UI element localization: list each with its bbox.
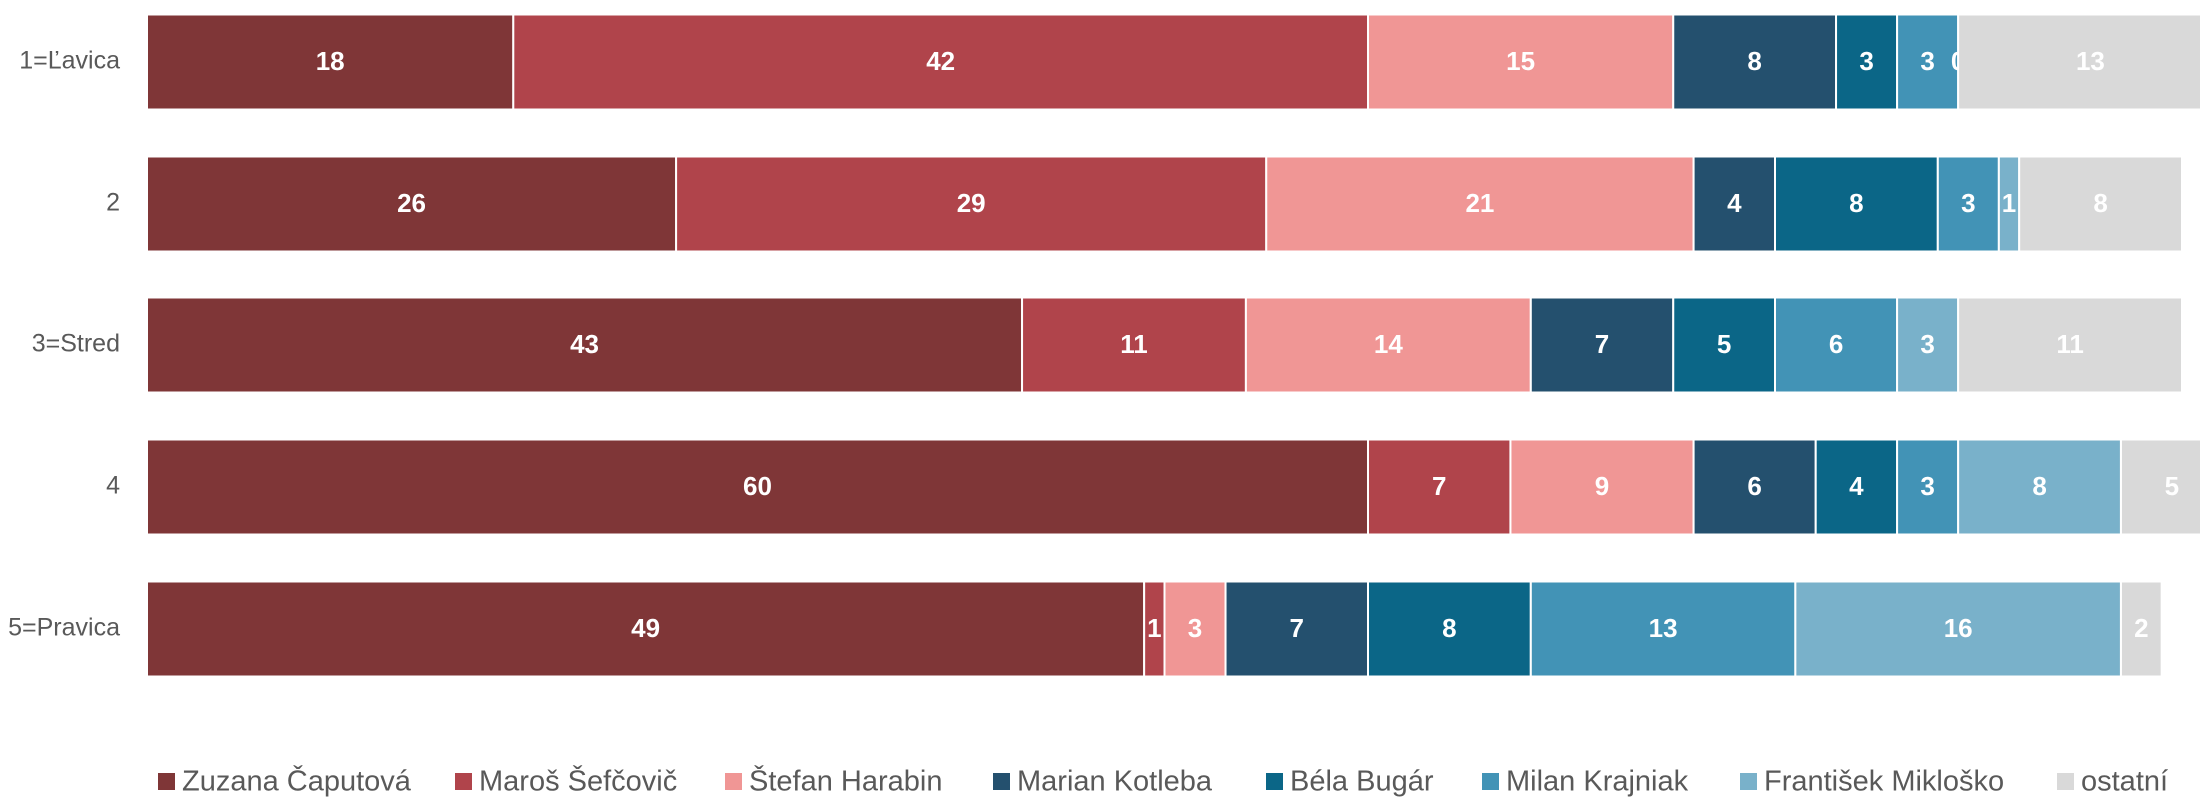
bar-segment (146, 580, 1146, 678)
bar-segment (146, 296, 1024, 394)
data-label: 5 (1717, 329, 1731, 359)
legend-swatch (1266, 773, 1283, 790)
data-label: 4 (1849, 471, 1864, 501)
data-label: 21 (1465, 188, 1494, 218)
bar-segment (1021, 296, 1247, 394)
bar-segment (1896, 13, 1960, 111)
legend-swatch (993, 773, 1010, 790)
bar-segment (1265, 155, 1695, 253)
data-label: 13 (1649, 613, 1678, 643)
bar-segment (2018, 155, 2183, 253)
data-label: 3 (1920, 329, 1934, 359)
bar-segment (1529, 580, 1797, 678)
data-label: 43 (570, 329, 599, 359)
data-label: 7 (1432, 471, 1446, 501)
y-tick-label: 2 (106, 189, 120, 217)
bar-segment (1672, 296, 1776, 394)
bar-segment (1692, 438, 1817, 536)
legend-swatch (158, 773, 175, 790)
data-label: 7 (1595, 329, 1609, 359)
legend-label: ostatní (2081, 766, 2168, 798)
bar-segment (1936, 155, 2000, 253)
y-tick-label: 4 (106, 472, 120, 500)
data-label: 7 (1290, 613, 1304, 643)
y-tick-label: 3=Stred (32, 330, 120, 358)
data-label: 29 (957, 188, 986, 218)
bar-segment (146, 13, 515, 111)
bar-segment (1957, 296, 2184, 394)
legend-label: Marian Kotleba (1017, 766, 1213, 798)
data-label: 9 (1595, 471, 1609, 501)
data-label: 60 (743, 471, 772, 501)
data-label: 3 (1859, 46, 1873, 76)
data-label: 4 (1727, 188, 1742, 218)
data-label: 8 (1442, 613, 1456, 643)
data-label: 49 (631, 613, 660, 643)
bar-segment (2119, 580, 2163, 678)
y-tick-label: 5=Pravica (8, 614, 120, 642)
data-label: 11 (1120, 329, 1148, 359)
data-label: 15 (1506, 46, 1535, 76)
data-label: 16 (1944, 613, 1973, 643)
bar-segment (1367, 13, 1675, 111)
data-label: 6 (1829, 329, 1843, 359)
legend-swatch (1740, 773, 1757, 790)
bar-segment (1814, 438, 1899, 536)
bar-segment (1774, 296, 1899, 394)
legend-label: Maroš Šefčovič (479, 764, 677, 798)
data-label: 3 (1920, 46, 1934, 76)
bar-segment (1774, 155, 1939, 253)
bar-segment (1367, 438, 1512, 536)
data-label: 8 (1849, 188, 1863, 218)
data-label: 1 (2002, 188, 2016, 218)
bar-segment (1896, 296, 1960, 394)
legend-label: Štefan Harabin (749, 764, 942, 798)
data-label: 13 (2076, 46, 2105, 76)
data-label: 8 (1747, 46, 1761, 76)
legend-swatch (725, 773, 742, 790)
bar-segment (1957, 13, 2200, 111)
data-label: 5 (2165, 471, 2179, 501)
data-label: 11 (2056, 329, 2084, 359)
data-label: 6 (1747, 471, 1761, 501)
legend-label: Milan Krajniak (1506, 766, 1689, 798)
bar-segment (1835, 13, 1899, 111)
data-label: 8 (2032, 471, 2046, 501)
data-label: 3 (1920, 471, 1934, 501)
bar-segment (1794, 580, 2122, 678)
data-label: 26 (397, 188, 426, 218)
data-label: 18 (316, 46, 345, 76)
legend-label: František Mikloško (1764, 766, 2004, 798)
bar-segment (1224, 580, 1370, 678)
data-label: 14 (1374, 329, 1403, 359)
bar-segment (512, 13, 1369, 111)
legend-swatch (2057, 773, 2074, 790)
bar-segment (675, 155, 1268, 253)
data-label: 8 (2093, 188, 2107, 218)
bar-segment (1244, 296, 1532, 394)
legend-label: Béla Bugár (1290, 766, 1434, 798)
bar-segment (146, 155, 678, 253)
data-label: 1 (1147, 613, 1161, 643)
data-label: 3 (1961, 188, 1975, 218)
legend-swatch (1482, 773, 1499, 790)
data-label: 42 (926, 46, 955, 76)
bar-segment (2119, 438, 2200, 536)
data-label: 2 (2134, 613, 2148, 643)
data-label: 3 (1188, 613, 1202, 643)
y-tick-label: 1=Ľavica (19, 47, 120, 75)
legend-label: Zuzana Čaputová (182, 764, 412, 798)
bar-segment (1692, 155, 1776, 253)
legend-swatch (455, 773, 472, 790)
bar-segment (1896, 438, 1960, 536)
bar-segment (1529, 296, 1675, 394)
